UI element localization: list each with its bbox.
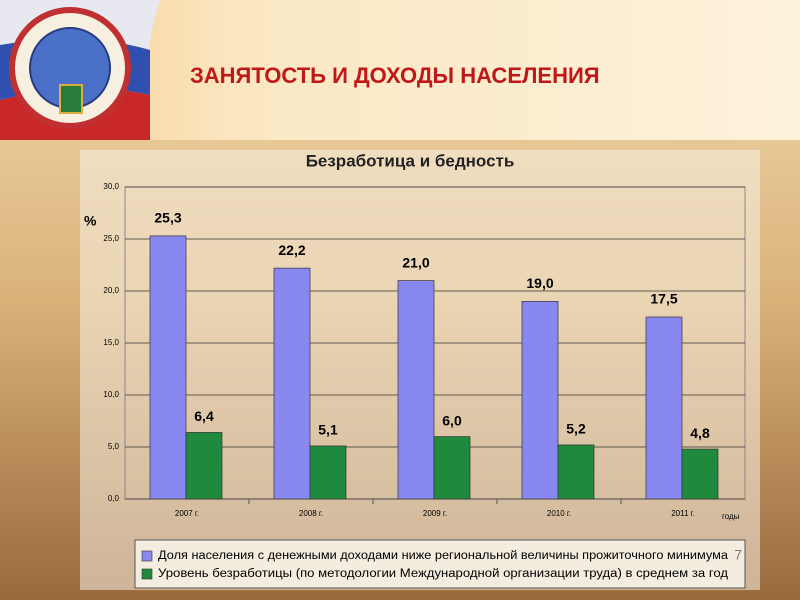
value-label: 21,0 — [402, 254, 429, 270]
x-axis-label: годы — [722, 512, 740, 521]
slide-title: ЗАНЯТОСТЬ И ДОХОДЫ НАСЕЛЕНИЯ — [190, 63, 600, 88]
legend — [134, 539, 746, 589]
legend-label: Уровень безработицы (по методологии Межд… — [158, 568, 728, 580]
legend-label: Доля населения с денежными доходами ниже… — [158, 550, 729, 562]
emblem-shield — [59, 84, 83, 114]
x-tick-label: 2010 г. — [547, 509, 571, 518]
value-label: 5,1 — [318, 422, 338, 438]
bar — [273, 267, 311, 500]
bar — [185, 432, 223, 500]
y-tick-label: 0,0 — [108, 494, 120, 503]
bar — [521, 301, 559, 500]
slide-number: 7 — [734, 547, 742, 563]
bar — [397, 280, 435, 500]
value-label: 22,2 — [278, 242, 305, 258]
value-label: 6,4 — [194, 408, 214, 424]
x-tick-label: 2008 г. — [299, 509, 323, 518]
value-label: 25,3 — [154, 210, 181, 226]
x-tick-label: 2007 г. — [175, 509, 199, 518]
y-tick-label: 25,0 — [103, 234, 119, 243]
bar — [149, 235, 187, 500]
value-label: 4,8 — [690, 425, 710, 441]
y-tick-label: 15,0 — [103, 338, 119, 347]
bar — [309, 445, 347, 500]
y-tick-label: 10,0 — [103, 390, 119, 399]
value-label: 17,5 — [650, 291, 677, 307]
bar — [681, 448, 719, 500]
y-tick-label: 20,0 — [103, 286, 119, 295]
x-tick-label: 2009 г. — [423, 509, 447, 518]
y-tick-label: 30,0 — [103, 182, 119, 191]
value-label: 19,0 — [526, 275, 553, 291]
legend-swatch — [141, 568, 153, 580]
y-axis-label: % — [84, 213, 97, 229]
legend-swatch — [141, 550, 153, 562]
y-tick-label: 5,0 — [108, 442, 120, 451]
bar — [645, 316, 683, 500]
bar — [557, 444, 595, 500]
bar — [433, 436, 471, 500]
value-label: 5,2 — [566, 421, 586, 437]
x-tick-label: 2011 г. — [671, 509, 695, 518]
value-label: 6,0 — [442, 412, 462, 428]
chart-title: Безработица и бедность — [306, 151, 515, 170]
